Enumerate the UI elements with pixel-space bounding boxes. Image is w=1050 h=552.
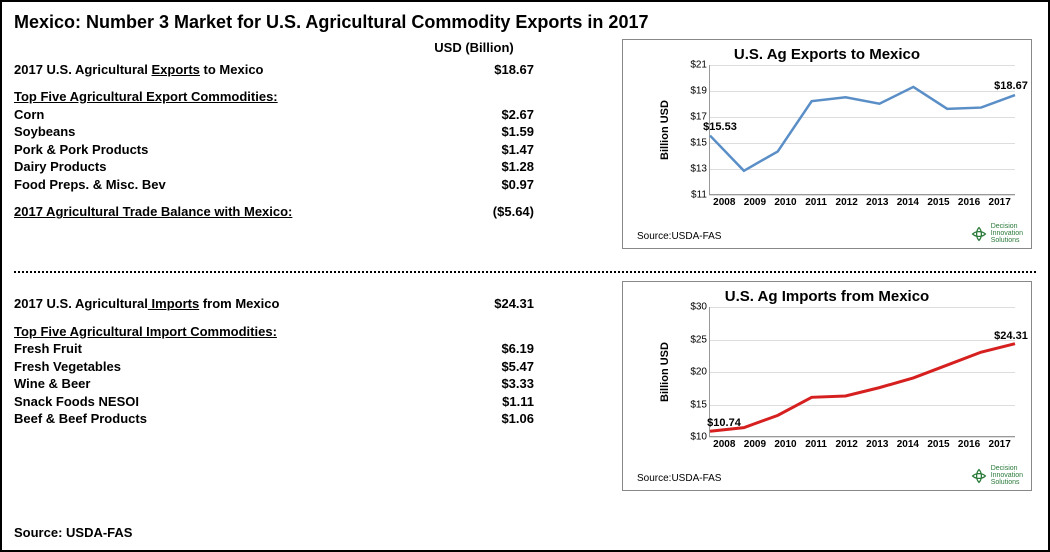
data-label: $24.31 bbox=[994, 330, 1028, 342]
x-tick: 2017 bbox=[984, 439, 1015, 450]
commodity-value: $2.67 bbox=[394, 106, 554, 124]
x-tick: 2014 bbox=[893, 197, 924, 208]
commodity-label: Dairy Products bbox=[14, 158, 394, 176]
x-tick: 2008 bbox=[709, 197, 740, 208]
x-tick: 2009 bbox=[740, 439, 771, 450]
trade-balance-value: ($5.64) bbox=[394, 203, 554, 221]
x-tick: 2013 bbox=[862, 197, 893, 208]
table-row: Dairy Products $1.28 bbox=[14, 158, 604, 176]
table-row: Fresh Vegetables $5.47 bbox=[14, 358, 604, 376]
y-axis-label: Billion USD bbox=[659, 342, 671, 402]
commodity-label: Snack Foods NESOI bbox=[14, 393, 394, 411]
commodity-label: Soybeans bbox=[14, 123, 394, 141]
table-row: Wine & Beer $3.33 bbox=[14, 375, 604, 393]
exports-total: $18.67 bbox=[394, 61, 554, 79]
table-row: Food Preps. & Misc. Bev $0.97 bbox=[14, 176, 604, 194]
import-commod-title: Top Five Agricultural Import Commodities… bbox=[14, 323, 604, 341]
y-tick: $20 bbox=[675, 367, 707, 378]
decision-innovation-logo-icon: DecisionInnovationSolutions bbox=[971, 223, 1023, 244]
import-rows: Fresh Fruit $6.19 Fresh Vegetables $5.47… bbox=[14, 340, 604, 428]
exports-header: 2017 U.S. Agricultural Exports to Mexico bbox=[14, 61, 394, 79]
y-tick: $30 bbox=[675, 302, 707, 313]
commodity-value: $1.28 bbox=[394, 158, 554, 176]
exports-chart: U.S. Ag Exports to MexicoBillion USD$11$… bbox=[622, 39, 1032, 249]
commodity-value: $1.47 bbox=[394, 141, 554, 159]
commodity-label: Fresh Vegetables bbox=[14, 358, 394, 376]
chart-source: Source:USDA-FAS bbox=[637, 231, 721, 242]
data-label: $15.53 bbox=[703, 121, 737, 133]
x-tick: 2016 bbox=[954, 439, 985, 450]
decision-innovation-logo-icon: DecisionInnovationSolutions bbox=[971, 465, 1023, 486]
y-tick: $15 bbox=[675, 399, 707, 410]
table-row: Soybeans $1.59 bbox=[14, 123, 604, 141]
x-tick: 2015 bbox=[923, 197, 954, 208]
y-tick: $25 bbox=[675, 334, 707, 345]
exports-table: USD (Billion) 2017 U.S. Agricultural Exp… bbox=[14, 39, 604, 267]
data-label: $10.74 bbox=[707, 417, 741, 429]
imports-chart-wrap: U.S. Ag Imports from MexicoBillion USD$1… bbox=[622, 281, 1036, 517]
table-row: Corn $2.67 bbox=[14, 106, 604, 124]
main-source: Source: USDA-FAS bbox=[14, 525, 132, 540]
imports-block: 2017 U.S. Agricultural Imports from Mexi… bbox=[14, 281, 1036, 517]
commodity-label: Pork & Pork Products bbox=[14, 141, 394, 159]
export-rows: Corn $2.67 Soybeans $1.59 Pork & Pork Pr… bbox=[14, 106, 604, 194]
x-tick: 2016 bbox=[954, 197, 985, 208]
y-axis-label: Billion USD bbox=[659, 100, 671, 160]
table-row: Fresh Fruit $6.19 bbox=[14, 340, 604, 358]
imports-header: 2017 U.S. Agricultural Imports from Mexi… bbox=[14, 295, 394, 313]
imports-chart: U.S. Ag Imports from MexicoBillion USD$1… bbox=[622, 281, 1032, 491]
usd-header: USD (Billion) bbox=[394, 39, 554, 57]
commodity-value: $5.47 bbox=[394, 358, 554, 376]
y-tick: $13 bbox=[675, 164, 707, 175]
imports-total: $24.31 bbox=[394, 295, 554, 313]
x-tick: 2008 bbox=[709, 439, 740, 450]
y-tick: $10 bbox=[675, 432, 707, 443]
blank bbox=[14, 39, 394, 57]
table-row: Pork & Pork Products $1.47 bbox=[14, 141, 604, 159]
x-tick: 2017 bbox=[984, 197, 1015, 208]
export-commod-title: Top Five Agricultural Export Commodities… bbox=[14, 88, 604, 106]
x-tick: 2015 bbox=[923, 439, 954, 450]
data-label: $18.67 bbox=[994, 80, 1028, 92]
y-tick: $21 bbox=[675, 60, 707, 71]
commodity-value: $1.11 bbox=[394, 393, 554, 411]
exports-chart-wrap: U.S. Ag Exports to MexicoBillion USD$11$… bbox=[622, 39, 1036, 267]
x-tick: 2011 bbox=[801, 439, 832, 450]
divider bbox=[14, 271, 1036, 273]
commodity-label: Fresh Fruit bbox=[14, 340, 394, 358]
commodity-value: $6.19 bbox=[394, 340, 554, 358]
x-tick: 2014 bbox=[893, 439, 924, 450]
x-tick: 2011 bbox=[801, 197, 832, 208]
commodity-value: $0.97 bbox=[394, 176, 554, 194]
x-tick: 2012 bbox=[831, 197, 862, 208]
x-tick: 2012 bbox=[831, 439, 862, 450]
chart-source: Source:USDA-FAS bbox=[637, 473, 721, 484]
commodity-value: $1.06 bbox=[394, 410, 554, 428]
trade-balance-label: 2017 Agricultural Trade Balance with Mex… bbox=[14, 203, 394, 221]
exports-block: USD (Billion) 2017 U.S. Agricultural Exp… bbox=[14, 39, 1036, 267]
page: Mexico: Number 3 Market for U.S. Agricul… bbox=[0, 0, 1050, 552]
commodity-value: $3.33 bbox=[394, 375, 554, 393]
x-tick: 2010 bbox=[770, 197, 801, 208]
commodity-label: Food Preps. & Misc. Bev bbox=[14, 176, 394, 194]
table-row: Beef & Beef Products $1.06 bbox=[14, 410, 604, 428]
imports-table: 2017 U.S. Agricultural Imports from Mexi… bbox=[14, 281, 604, 517]
x-tick: 2013 bbox=[862, 439, 893, 450]
commodity-label: Wine & Beer bbox=[14, 375, 394, 393]
commodity-value: $1.59 bbox=[394, 123, 554, 141]
y-tick: $11 bbox=[675, 190, 707, 201]
x-tick: 2009 bbox=[740, 197, 771, 208]
commodity-label: Corn bbox=[14, 106, 394, 124]
commodity-label: Beef & Beef Products bbox=[14, 410, 394, 428]
table-row: Snack Foods NESOI $1.11 bbox=[14, 393, 604, 411]
y-tick: $15 bbox=[675, 138, 707, 149]
page-title: Mexico: Number 3 Market for U.S. Agricul… bbox=[14, 12, 1036, 33]
y-tick: $19 bbox=[675, 86, 707, 97]
x-tick: 2010 bbox=[770, 439, 801, 450]
